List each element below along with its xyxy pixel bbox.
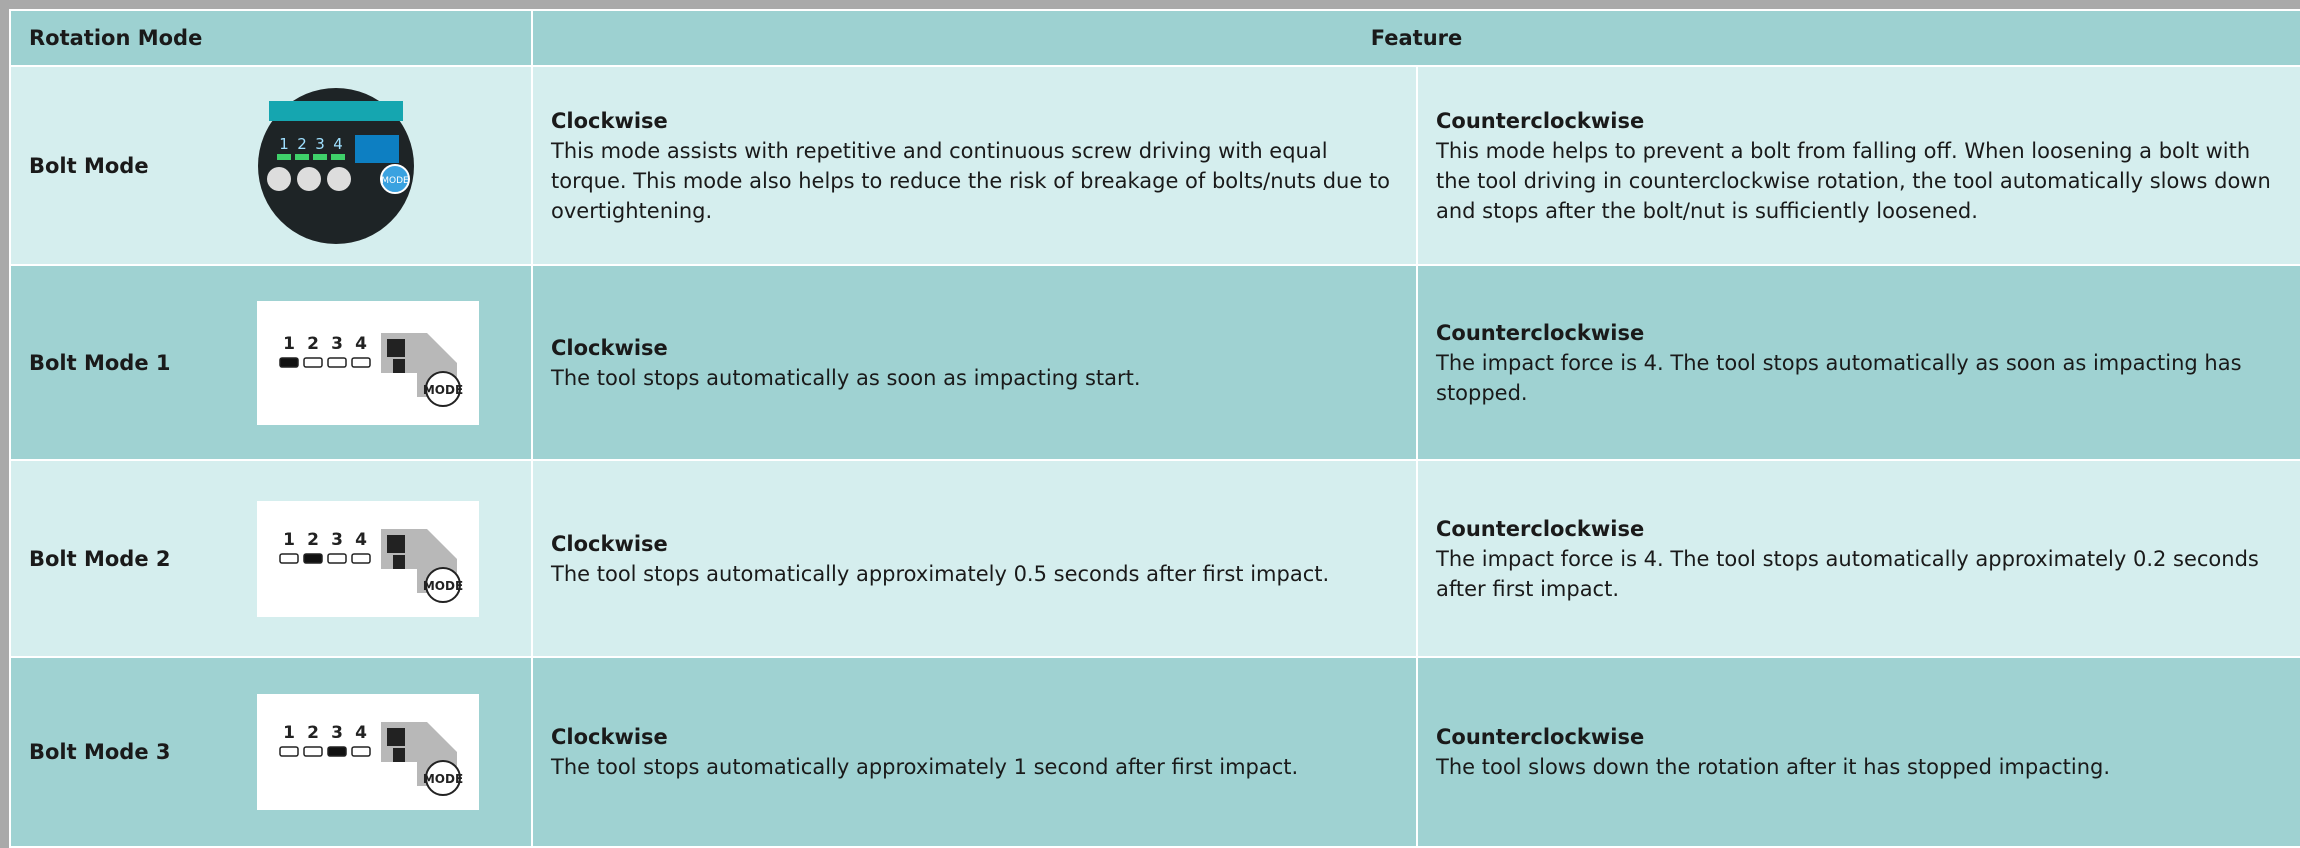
indicator-led bbox=[277, 153, 291, 160]
icon-square bbox=[387, 338, 405, 357]
mode-cell: Bolt Mode 2 1 2 3 4 MODE bbox=[9, 459, 533, 658]
cw-text: This mode assists with repetitive and co… bbox=[551, 138, 1391, 223]
cw-cell: Clockwise This mode assists with repetiti… bbox=[531, 65, 1418, 266]
indicator-label: 2 bbox=[307, 334, 319, 354]
mode-indicator-icon: 1 2 3 4 MODE bbox=[258, 87, 414, 244]
indicator-box bbox=[351, 746, 371, 757]
mode-button bbox=[425, 370, 461, 407]
indicator-label: 1 bbox=[279, 135, 289, 153]
cw-title: Clockwise bbox=[551, 531, 668, 556]
mode-button-label: MODE bbox=[423, 772, 463, 786]
table-body: Bolt Mode 1 2 3 4 MODE Clockwise This mode assi… bbox=[9, 65, 2300, 848]
indicator-label: 2 bbox=[307, 530, 319, 550]
ccw-title: Counterclockwise bbox=[1436, 320, 1645, 345]
indicator-box bbox=[327, 356, 347, 368]
indicator-label: 4 bbox=[355, 530, 367, 550]
icon-button bbox=[267, 166, 291, 191]
cw-text: The tool stops automatically approximate… bbox=[551, 561, 1330, 586]
indicator-label: 3 bbox=[315, 135, 325, 153]
indicator-box bbox=[279, 746, 299, 757]
indicator-box bbox=[327, 552, 347, 564]
icon-square bbox=[387, 534, 405, 553]
indicator-label: 2 bbox=[297, 135, 307, 153]
ccw-title: Counterclockwise bbox=[1436, 108, 1645, 133]
mode-indicator-icon: 1 2 3 4 MODE bbox=[257, 694, 479, 810]
ccw-cell: Counterclockwise The impact force is 4. T… bbox=[1416, 264, 2300, 461]
indicator-label: 3 bbox=[331, 530, 343, 550]
icon-bg bbox=[258, 87, 414, 244]
mode-cell: Bolt Mode 3 1 2 3 4 MODE bbox=[9, 656, 533, 848]
indicator-led bbox=[313, 153, 327, 160]
mode-name: Bolt Mode 3 bbox=[29, 740, 171, 764]
icon-square bbox=[387, 728, 405, 746]
indicator-box bbox=[327, 746, 347, 757]
indicator-label: 4 bbox=[355, 723, 367, 743]
table-row: Bolt Mode 3 1 2 3 4 MODE Clockwise The tool sto… bbox=[9, 656, 2300, 848]
mode-button-label: MODE bbox=[423, 579, 463, 593]
cw-title: Clockwise bbox=[551, 725, 668, 749]
header-cell: Feature bbox=[531, 9, 2300, 67]
mode-indicator-icon: 1 2 3 4 MODE bbox=[257, 500, 479, 617]
ccw-cell: Counterclockwise This mode helps to preve… bbox=[1416, 65, 2300, 266]
icon-square bbox=[393, 554, 405, 569]
table-row: Bolt Mode 2 1 2 3 4 MODE Clockwise The tool sto… bbox=[9, 459, 2300, 658]
indicator-box bbox=[303, 356, 323, 368]
indicator-box bbox=[279, 356, 299, 368]
indicator-label: 1 bbox=[283, 530, 295, 550]
indicator-label: 1 bbox=[283, 334, 295, 354]
icon-square bbox=[393, 358, 405, 373]
indicator-label: 1 bbox=[283, 723, 295, 743]
mode-cell: Bolt Mode 1 2 3 4 MODE bbox=[9, 65, 533, 266]
mode-name: Bolt Mode bbox=[29, 153, 149, 178]
cw-title: Clockwise bbox=[551, 108, 668, 133]
ccw-cell: Counterclockwise The impact force is 4. T… bbox=[1416, 459, 2300, 658]
header-cell: Rotation Mode bbox=[9, 9, 533, 67]
cw-text: The tool stops automatically approximate… bbox=[551, 755, 1299, 779]
ccw-cell: Counterclockwise The tool slows down the … bbox=[1416, 656, 2300, 848]
icon-panel bbox=[355, 134, 399, 163]
ccw-text: The impact force is 4. The tool stops au… bbox=[1436, 546, 2259, 601]
mode-button bbox=[425, 760, 461, 796]
indicator-label: 3 bbox=[331, 723, 343, 743]
mode-indicator-icon: 1 2 3 4 MODE bbox=[257, 300, 479, 425]
indicator-box bbox=[279, 552, 299, 564]
indicator-label: 2 bbox=[307, 723, 319, 743]
indicator-label: 3 bbox=[331, 334, 343, 354]
ccw-title: Counterclockwise bbox=[1436, 725, 1645, 749]
mode-name: Bolt Mode 1 bbox=[29, 350, 171, 375]
indicator-box bbox=[351, 552, 371, 564]
icon-button bbox=[327, 166, 351, 191]
icon-square bbox=[393, 748, 405, 762]
ccw-text: This mode helps to prevent a bolt from f… bbox=[1436, 138, 2271, 223]
indicator-box bbox=[303, 746, 323, 757]
header-row: Rotation Mode Feature bbox=[9, 9, 2300, 67]
indicator-label: 4 bbox=[355, 334, 367, 354]
ccw-title: Counterclockwise bbox=[1436, 516, 1645, 541]
cw-text: The tool stops automatically as soon as … bbox=[551, 365, 1141, 390]
indicator-label: 4 bbox=[333, 135, 343, 153]
table-row: Bolt Mode 1 1 2 3 4 MODE Clockwise The tool sto… bbox=[9, 264, 2300, 461]
mode-button-label: MODE bbox=[423, 383, 463, 397]
mode-button-label: MODE bbox=[381, 176, 409, 186]
indicator-box bbox=[303, 552, 323, 564]
mode-table: Rotation Mode Feature Bolt Mode 1 2 3 4 MODE C… bbox=[9, 9, 2300, 848]
mode-button bbox=[425, 566, 461, 603]
cw-cell: Clockwise The tool stops automatically ap… bbox=[531, 656, 1418, 848]
ccw-text: The tool slows down the rotation after i… bbox=[1436, 755, 2111, 779]
indicator-led bbox=[331, 153, 345, 160]
cw-title: Clockwise bbox=[551, 335, 668, 360]
ccw-text: The impact force is 4. The tool stops au… bbox=[1436, 350, 2242, 405]
mode-button bbox=[380, 163, 410, 194]
icon-band bbox=[269, 100, 403, 121]
indicator-led bbox=[295, 153, 309, 160]
cw-cell: Clockwise The tool stops automatically as… bbox=[531, 264, 1418, 461]
cw-cell: Clockwise The tool stops automatically ap… bbox=[531, 459, 1418, 658]
table-row: Bolt Mode 1 2 3 4 MODE Clockwise This mode assi… bbox=[9, 65, 2300, 266]
mode-cell: Bolt Mode 1 1 2 3 4 MODE bbox=[9, 264, 533, 461]
icon-button bbox=[297, 166, 321, 191]
indicator-box bbox=[351, 356, 371, 368]
mode-name: Bolt Mode 2 bbox=[29, 546, 171, 571]
